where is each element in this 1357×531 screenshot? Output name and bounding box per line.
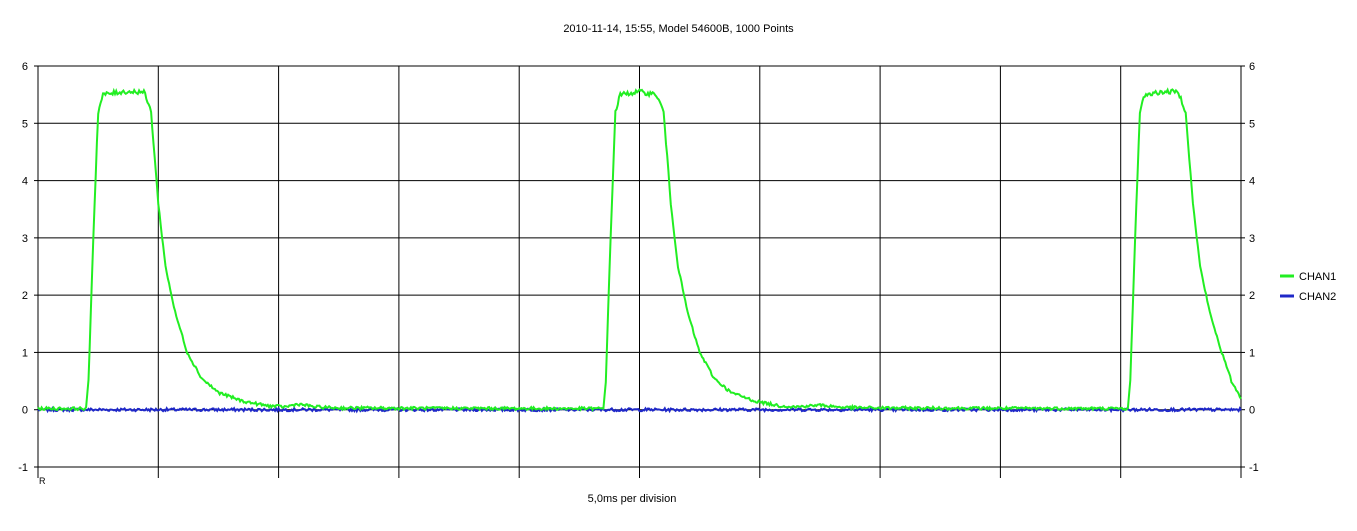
y-tick-label-left: -1 (18, 462, 28, 474)
left-y-axis-ticks: -1 0 1 2 3 4 5 6 (18, 61, 28, 474)
right-y-axis-ticks: -1 0 1 2 3 4 5 6 (1249, 61, 1259, 474)
y-tick-label-right: 2 (1249, 290, 1255, 302)
y-tick-label-right: 6 (1249, 61, 1255, 73)
y-tick-label-right: 3 (1249, 233, 1255, 245)
legend-label: CHAN2 (1299, 291, 1336, 303)
y-tick-label-left: 6 (22, 61, 28, 73)
y-tick-label-right: 0 (1249, 405, 1255, 417)
y-tick-label-right: 1 (1249, 347, 1255, 359)
x-axis-label: 5,0ms per division (587, 493, 677, 505)
y-tick-label-left: 4 (22, 176, 28, 188)
y-tick-label-right: 5 (1249, 118, 1255, 130)
y-tick-label-left: 0 (22, 405, 28, 417)
grid-lines (34, 65, 1245, 478)
series-line-chan1 (37, 87, 1242, 412)
y-tick-label-left: 2 (22, 290, 28, 302)
chart-title: 2010-11-14, 15:55, Model 54600B, 1000 Po… (563, 23, 794, 35)
y-tick-label-left: 5 (22, 118, 28, 130)
series-line-chan2 (37, 405, 1242, 414)
y-tick-label-right: 4 (1249, 176, 1255, 188)
y-tick-label-left: 3 (22, 233, 28, 245)
y-tick-label-right: -1 (1249, 462, 1259, 474)
legend: CHAN1 CHAN2 (1280, 271, 1336, 303)
legend-label: CHAN1 (1299, 271, 1336, 283)
series-layer (37, 87, 1242, 414)
axis-marker: R (39, 476, 46, 486)
y-tick-label-left: 1 (22, 347, 28, 359)
